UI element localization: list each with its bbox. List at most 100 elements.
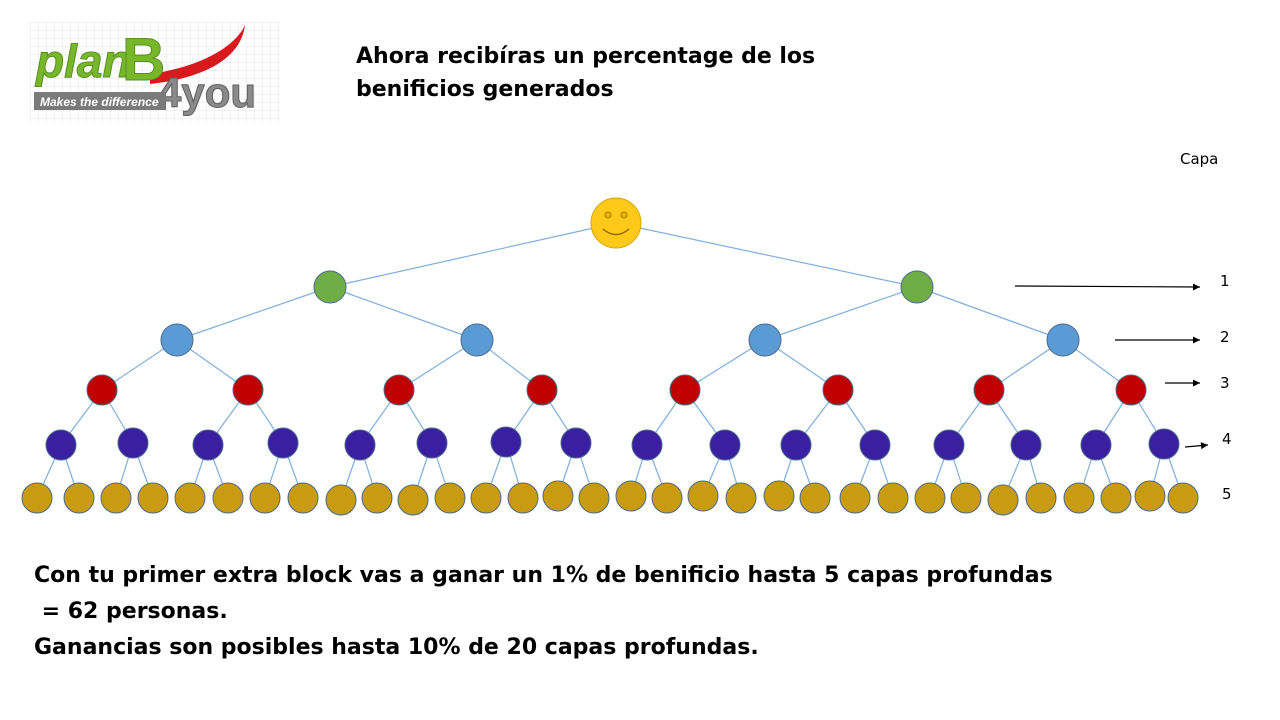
- level-5-node: [434, 482, 466, 514]
- level-5-node: [21, 482, 53, 514]
- level-4-node: [780, 429, 812, 461]
- tree-edge: [916, 286, 1064, 341]
- level-5-node: [137, 482, 169, 514]
- level-5-node: [470, 482, 502, 514]
- arrow-head-icon: [1193, 336, 1200, 344]
- level-3-node: [232, 374, 264, 406]
- level-1-node: [313, 270, 347, 304]
- level-4-node: [1010, 429, 1042, 461]
- logo-tagline: Makes the difference: [40, 95, 159, 109]
- level-1-node: [900, 270, 934, 304]
- level-5-node: [100, 482, 132, 514]
- level-4-node: [1148, 428, 1180, 460]
- level-5-node: [361, 482, 393, 514]
- logo-brand-plan: plan: [34, 35, 131, 87]
- layer-header: Capa: [1180, 150, 1219, 168]
- level-3-node: [669, 374, 701, 406]
- title-line-2: benificios generados: [356, 77, 614, 102]
- tree-edge: [615, 222, 918, 288]
- level-4-node: [709, 429, 741, 461]
- level-5-node: [839, 482, 871, 514]
- level-4-node: [416, 427, 448, 459]
- level-5-node: [249, 482, 281, 514]
- level-5-node: [651, 482, 683, 514]
- logo-brand-4you: 4you: [158, 69, 256, 116]
- level-4-node: [933, 429, 965, 461]
- layer-label-3: 3: [1220, 374, 1230, 392]
- level-5-node: [174, 482, 206, 514]
- arrow-head-icon: [1193, 379, 1200, 387]
- level-5-node: [950, 482, 982, 514]
- level-4-node: [192, 429, 224, 461]
- level-4-node: [859, 429, 891, 461]
- level-5-node: [542, 480, 574, 512]
- level-2-node: [1046, 323, 1080, 357]
- title-line-1: Ahora recibíras un percentage de los: [356, 44, 816, 69]
- level-4-node: [344, 429, 376, 461]
- smiley-eye: [604, 211, 612, 219]
- level-2-node: [160, 323, 194, 357]
- level-5-node: [914, 482, 946, 514]
- level-3-node: [383, 374, 415, 406]
- level-4-node: [560, 427, 592, 459]
- tree-edge: [764, 286, 918, 341]
- level-5-node: [615, 480, 647, 512]
- level-5-node: [507, 482, 539, 514]
- level-5-node: [877, 482, 909, 514]
- smiley-face-icon: [602, 211, 630, 236]
- smiley-mouth: [602, 228, 630, 236]
- smiley-eye: [620, 211, 628, 219]
- level-4-node: [45, 429, 77, 461]
- level-3-node: [86, 374, 118, 406]
- level-4-node: [490, 426, 522, 458]
- level-5-node: [212, 482, 244, 514]
- tree-edge: [329, 286, 478, 341]
- level-5-node: [1025, 482, 1057, 514]
- level-5-node: [799, 482, 831, 514]
- footer-line-3: Ganancias son posibles hasta 10% de 20 c…: [34, 635, 759, 660]
- level-4-node: [1080, 429, 1112, 461]
- arrow-head-icon: [1192, 283, 1200, 291]
- tree-nodes: [21, 197, 1199, 516]
- level-5-node: [287, 482, 319, 514]
- level-5-node: [578, 482, 610, 514]
- level-5-node: [687, 480, 719, 512]
- footer-line-2: = 62 personas.: [34, 599, 228, 624]
- layer-arrows: [1014, 283, 1209, 450]
- level-5-node: [1134, 480, 1166, 512]
- tree-edge: [329, 222, 617, 288]
- logo-brand-b: B: [122, 26, 165, 93]
- layer-label-4: 4: [1222, 430, 1232, 448]
- tree-edge: [176, 286, 331, 341]
- logo-swoosh: [150, 25, 245, 84]
- level-3-node: [1115, 374, 1147, 406]
- level-5-node: [725, 482, 757, 514]
- layer-label-2: 2: [1220, 328, 1230, 346]
- level-2-node: [748, 323, 782, 357]
- level-2-node: [460, 323, 494, 357]
- level-5-node: [1063, 482, 1095, 514]
- layer-arrow-line: [1014, 285, 1201, 288]
- level-5-node: [325, 484, 357, 516]
- level-3-node: [822, 374, 854, 406]
- footer-text: Con tu primer extra block vas a ganar un…: [34, 558, 1254, 666]
- level-3-node: [973, 374, 1005, 406]
- level-3-node: [526, 374, 558, 406]
- level-4-node: [267, 427, 299, 459]
- level-5-node: [397, 484, 429, 516]
- root-node: [590, 197, 642, 249]
- arrow-head-icon: [1200, 442, 1208, 450]
- level-5-node: [1100, 482, 1132, 514]
- level-5-node: [987, 484, 1019, 516]
- layer-label-1: 1: [1220, 272, 1230, 290]
- page-title: Ahora recibíras un percentage de los ben…: [356, 40, 916, 106]
- level-4-node: [631, 429, 663, 461]
- level-4-node: [117, 427, 149, 459]
- level-5-node: [763, 480, 795, 512]
- level-5-node: [1167, 482, 1199, 514]
- level-5-node: [63, 482, 95, 514]
- planb4you-logo: plan B 4you Makes the difference: [30, 22, 280, 122]
- layer-label-5: 5: [1222, 485, 1232, 503]
- footer-line-1: Con tu primer extra block vas a ganar un…: [34, 563, 1053, 588]
